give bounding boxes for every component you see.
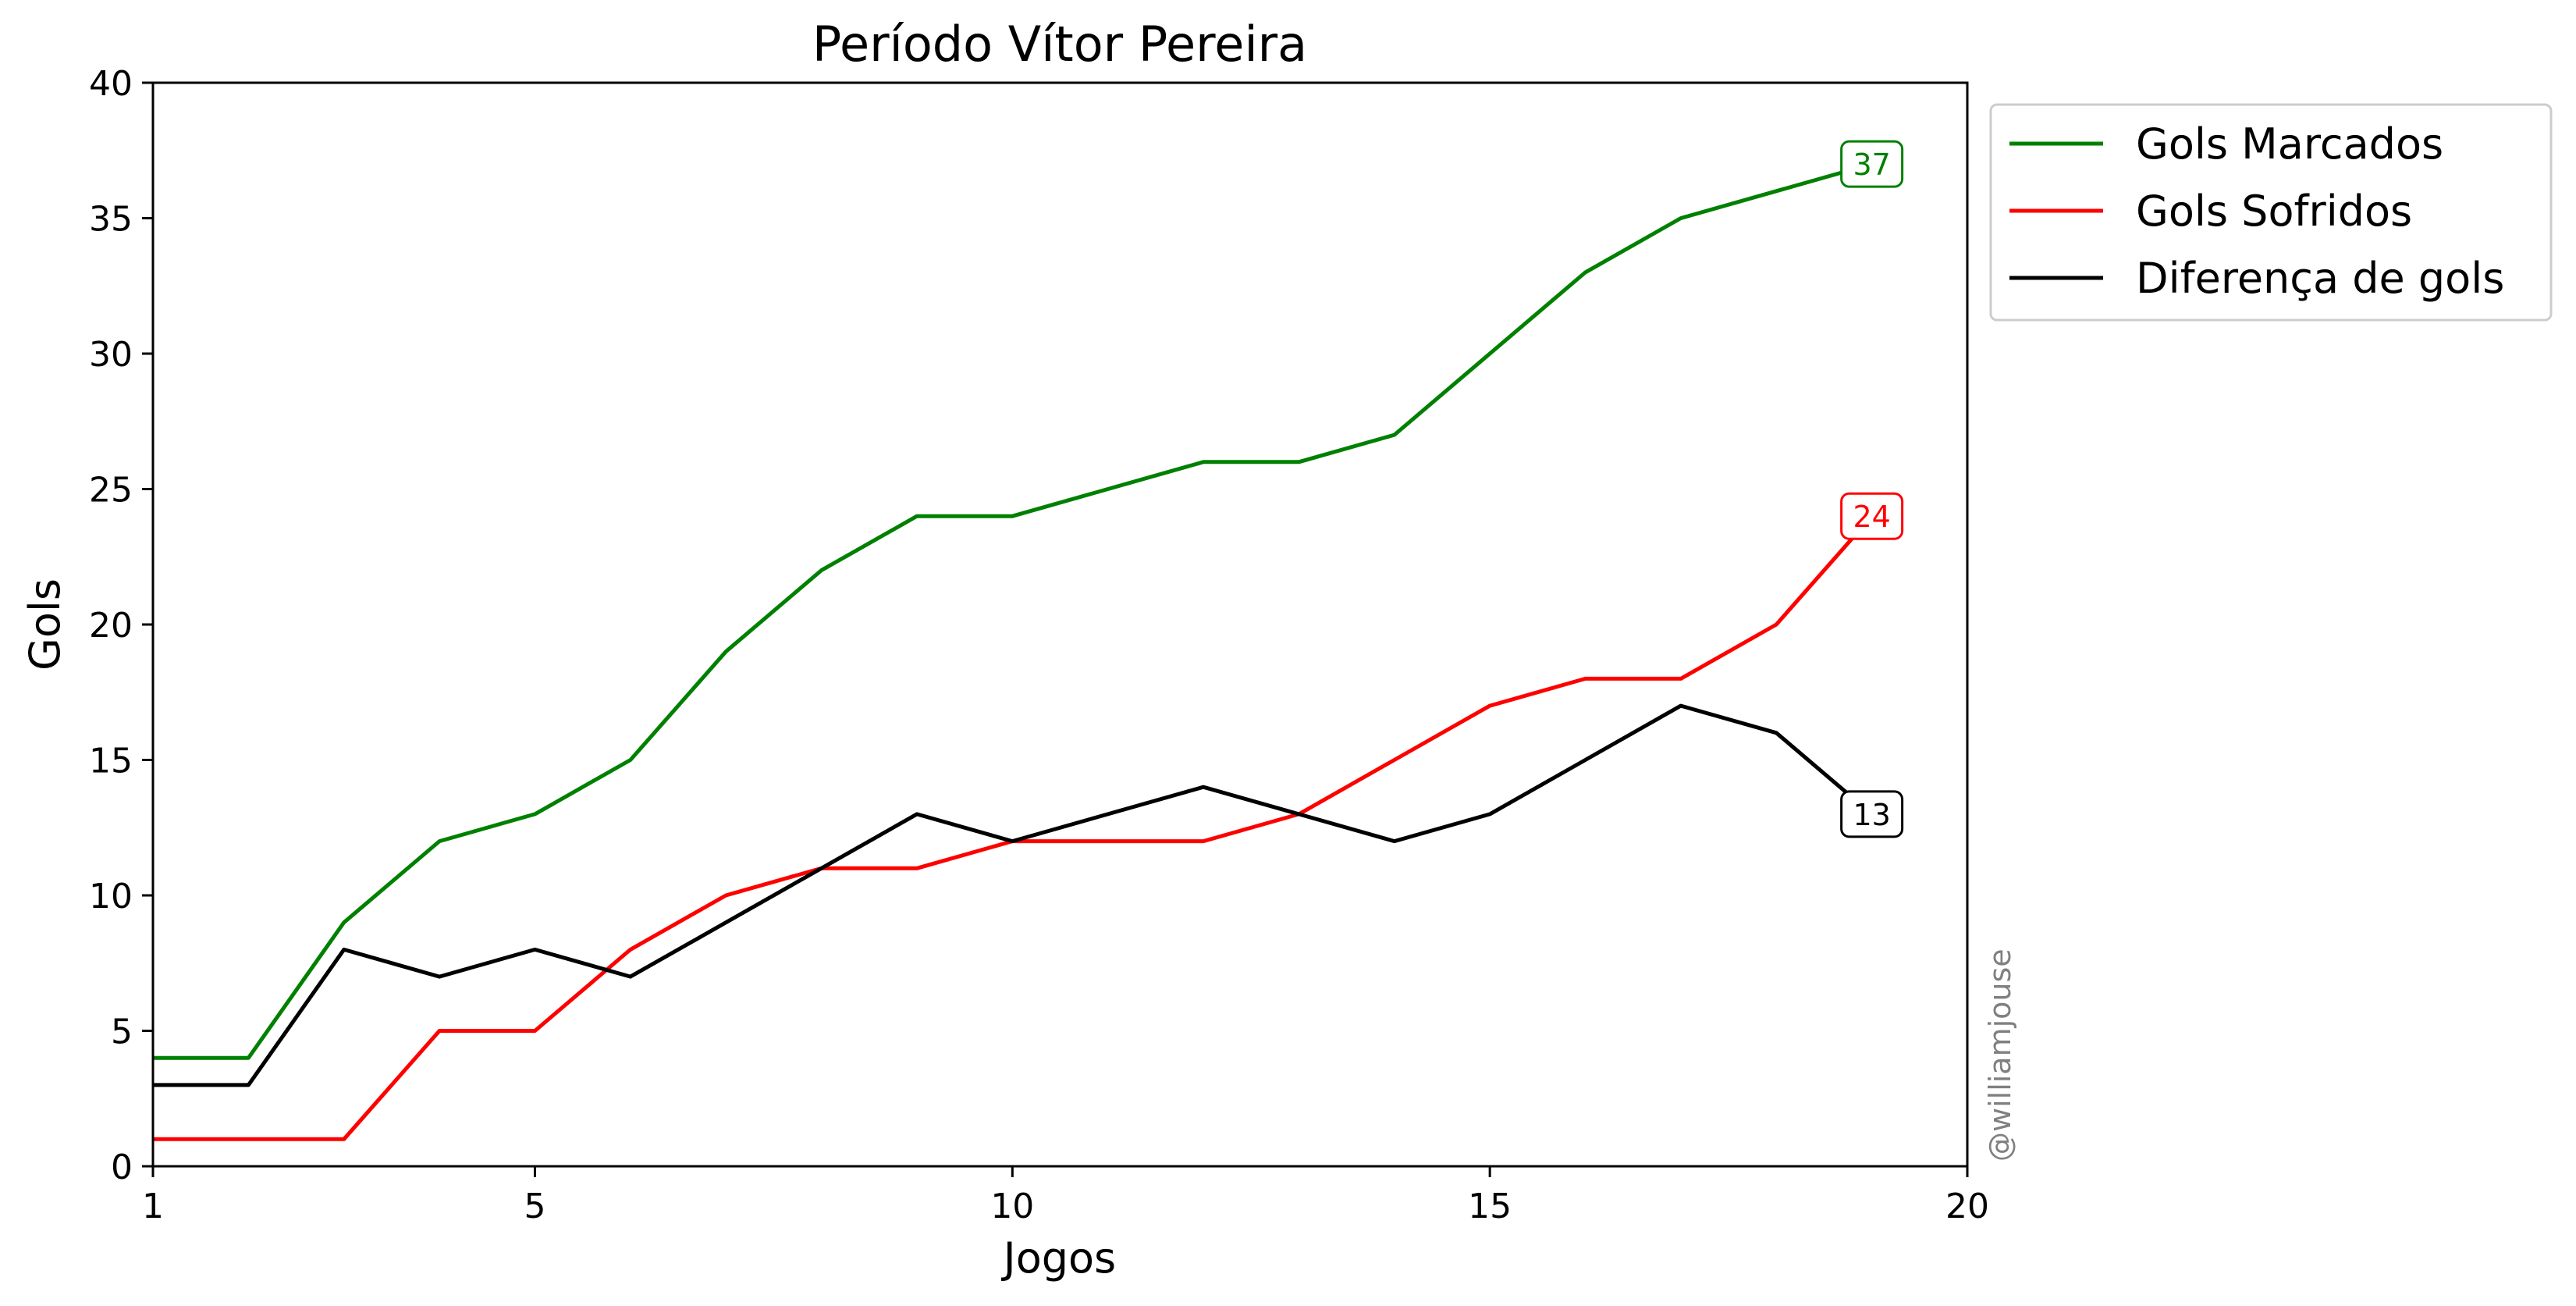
x-tick-label: 10 (990, 1187, 1034, 1226)
legend-label-3: Diferença de gols (2136, 254, 2504, 303)
series-lines (153, 162, 1874, 1141)
legend-frame (1989, 103, 2553, 322)
legend: Gols Marcados Gols Sofridos Diferença de g… (1989, 103, 2553, 322)
legend-label-2: Gols Sofridos (2136, 187, 2412, 236)
plot-frame (151, 81, 1969, 1168)
x-tick-label: 15 (1468, 1187, 1512, 1226)
x-axis-ticks: 1 5 10 15 20 (142, 1166, 1989, 1226)
chart-title: Período Vítor Pereira (812, 16, 1307, 73)
y-tick-label: 40 (89, 64, 133, 104)
end-label-3: 13 (1853, 798, 1890, 832)
y-tick-label: 20 (89, 606, 133, 646)
x-tick-label: 5 (524, 1187, 545, 1226)
series-line-1 (153, 162, 1873, 1060)
x-axis-label: Jogos (1001, 1233, 1116, 1283)
end-label-box-1 (1840, 140, 1904, 188)
y-axis-label: Gols (20, 578, 69, 671)
end-label-2: 24 (1853, 500, 1890, 534)
y-tick-label: 30 (89, 335, 133, 375)
y-tick-label: 15 (89, 742, 133, 781)
y-tick-label: 0 (111, 1148, 133, 1187)
watermark: @williamjouse (1983, 948, 2017, 1162)
end-label-1: 37 (1853, 148, 1890, 182)
y-axis-ticks: 0 5 10 15 20 25 30 35 40 (89, 64, 153, 1187)
y-tick-label: 10 (89, 877, 133, 916)
end-label-box-2 (1840, 492, 1904, 540)
end-label-box-3 (1840, 790, 1904, 838)
end-labels: 37 24 13 (1840, 140, 1904, 838)
series-line-3 (153, 703, 1874, 1087)
y-tick-label: 5 (111, 1012, 133, 1052)
y-tick-label: 25 (89, 471, 133, 511)
legend-label-1: Gols Marcados (2136, 119, 2443, 169)
y-tick-label: 35 (89, 200, 133, 240)
x-tick-label: 20 (1945, 1187, 1989, 1226)
x-tick-label: 1 (142, 1187, 164, 1226)
